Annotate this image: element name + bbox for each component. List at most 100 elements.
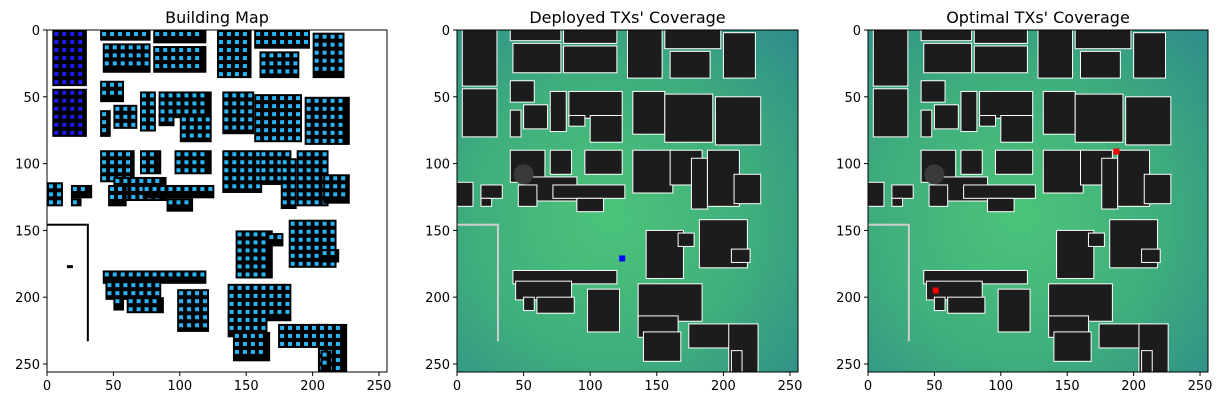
window-marker xyxy=(78,40,83,45)
x-tick-label: 250 xyxy=(778,379,803,394)
building xyxy=(714,96,762,146)
wall xyxy=(47,223,87,226)
building xyxy=(480,197,493,207)
window-marker xyxy=(250,341,255,346)
window-marker xyxy=(54,98,59,103)
window-marker xyxy=(147,178,152,183)
window-marker xyxy=(200,101,205,106)
window-marker xyxy=(314,42,319,47)
window-marker xyxy=(290,253,295,258)
y-tick-label: 200 xyxy=(425,291,450,306)
window-marker xyxy=(261,160,266,165)
window-marker xyxy=(56,184,61,189)
window-marker xyxy=(144,186,149,191)
building xyxy=(523,296,535,312)
window-marker xyxy=(168,200,173,205)
window-marker xyxy=(314,229,319,234)
building xyxy=(517,184,538,207)
window-marker xyxy=(298,160,303,165)
building xyxy=(142,184,215,199)
window-marker xyxy=(152,186,157,191)
window-marker xyxy=(229,285,234,290)
window-marker xyxy=(203,307,208,312)
window-marker xyxy=(234,349,239,354)
window-marker xyxy=(280,96,285,101)
building xyxy=(1141,350,1153,372)
window-marker xyxy=(155,48,160,53)
building xyxy=(868,181,885,207)
window-marker xyxy=(237,232,242,237)
building xyxy=(933,104,959,130)
window-marker xyxy=(311,341,316,346)
window-marker xyxy=(102,128,107,133)
window-marker xyxy=(314,130,319,135)
window-marker xyxy=(232,93,237,98)
window-marker xyxy=(234,72,239,77)
window-marker xyxy=(242,72,247,77)
window-marker xyxy=(280,128,285,133)
window-marker xyxy=(330,122,335,127)
window-marker xyxy=(240,184,245,189)
x-tick-label: 150 xyxy=(644,379,669,394)
building xyxy=(920,80,946,103)
window-marker xyxy=(128,272,133,277)
building xyxy=(1125,96,1172,146)
wall xyxy=(907,223,910,342)
window-marker xyxy=(298,237,303,242)
window-marker xyxy=(226,40,231,45)
window-marker xyxy=(139,291,144,296)
window-marker xyxy=(203,291,208,296)
window-marker xyxy=(269,152,274,157)
window-marker xyxy=(54,32,59,37)
window-marker xyxy=(322,122,327,127)
window-marker xyxy=(245,309,250,314)
window-marker xyxy=(306,229,311,234)
window-marker xyxy=(245,264,250,269)
window-marker xyxy=(62,72,67,77)
x-tick-label: 250 xyxy=(367,379,392,394)
window-marker xyxy=(314,98,319,103)
window-marker xyxy=(131,106,136,111)
window-marker xyxy=(306,200,311,205)
window-marker xyxy=(118,160,123,165)
window-marker xyxy=(306,130,311,135)
window-marker xyxy=(269,53,274,58)
window-marker xyxy=(232,101,237,106)
window-marker xyxy=(280,333,285,338)
x-tick-label: 50 xyxy=(926,379,943,394)
window-marker xyxy=(197,117,202,122)
window-marker xyxy=(155,56,160,61)
window-marker xyxy=(296,120,301,125)
window-marker xyxy=(128,53,133,58)
window-marker xyxy=(104,61,109,66)
window-marker xyxy=(277,53,282,58)
window-marker xyxy=(256,112,261,117)
window-marker xyxy=(282,160,287,165)
window-marker xyxy=(330,138,335,143)
window-marker xyxy=(70,72,75,77)
window-marker xyxy=(141,125,146,130)
window-marker xyxy=(269,168,274,173)
window-marker xyxy=(184,93,189,98)
window-marker xyxy=(296,136,301,141)
y-tick-label: 200 xyxy=(15,291,40,306)
window-marker xyxy=(136,299,141,304)
building xyxy=(158,115,175,127)
window-marker xyxy=(335,349,340,354)
window-marker xyxy=(149,101,154,106)
window-marker xyxy=(293,69,298,74)
window-marker xyxy=(176,168,181,173)
window-marker xyxy=(120,45,125,50)
window-marker xyxy=(229,317,234,322)
window-marker xyxy=(330,221,335,226)
window-marker xyxy=(264,32,269,37)
window-marker xyxy=(319,325,324,330)
window-marker xyxy=(189,133,194,138)
window-marker xyxy=(131,283,136,288)
window-marker xyxy=(200,168,205,173)
window-marker xyxy=(131,178,136,183)
window-marker xyxy=(330,251,335,256)
panel-title: Deployed TXs' Coverage xyxy=(529,8,725,27)
window-marker xyxy=(224,101,229,106)
window-marker xyxy=(258,341,263,346)
